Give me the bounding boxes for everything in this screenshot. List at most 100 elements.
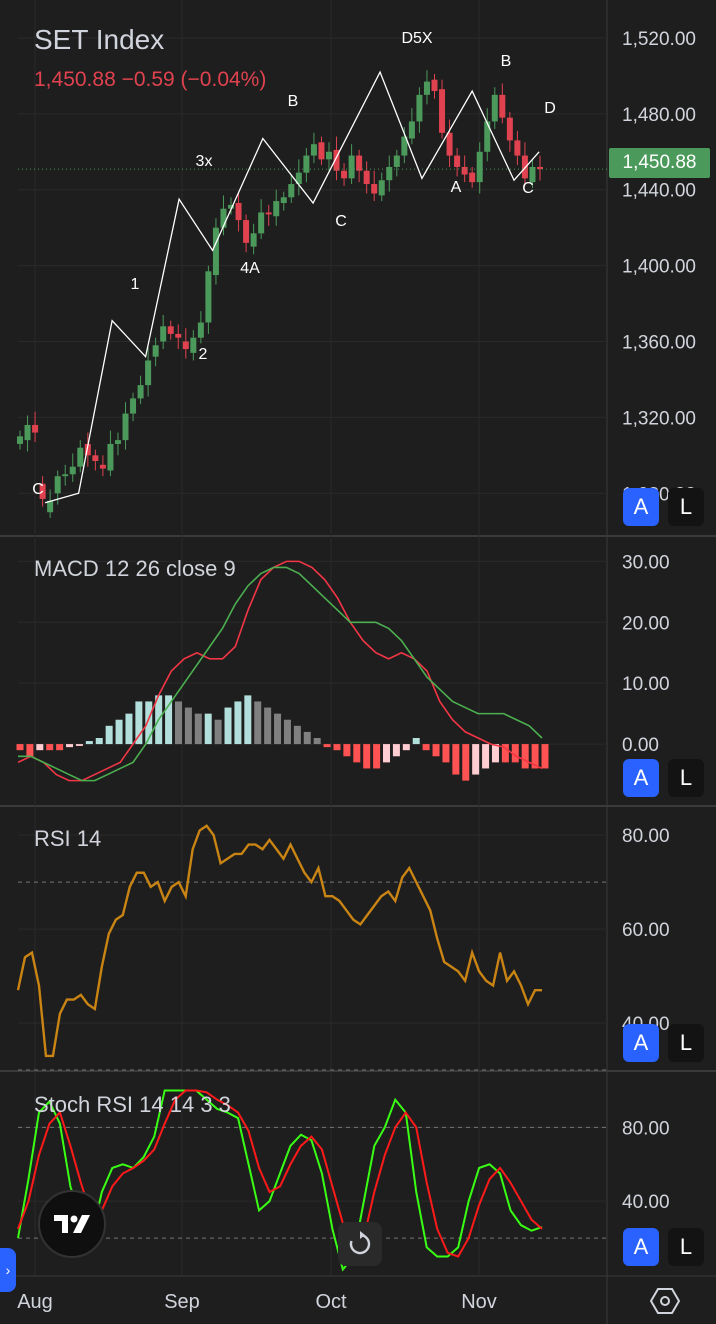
price-axis-label: 1,360.00 xyxy=(622,332,696,353)
time-axis-label: Oct xyxy=(315,1291,347,1313)
signal-line xyxy=(18,566,543,782)
candle-body xyxy=(182,341,189,350)
macd-histogram-bar xyxy=(402,744,410,751)
macd-axis-label: 30.00 xyxy=(622,552,670,573)
wave-label: C xyxy=(32,481,44,498)
macd-histogram-bar xyxy=(46,744,54,751)
macd-histogram-bar xyxy=(184,707,192,745)
candle-body xyxy=(491,94,498,122)
candle-body xyxy=(393,155,400,167)
macd-line xyxy=(17,560,543,782)
macd-histogram-bar xyxy=(254,701,262,745)
macd-axis-label: 20.00 xyxy=(622,613,670,634)
macd-histogram-bar xyxy=(244,695,252,745)
macd-histogram-bar xyxy=(383,744,391,763)
macd-histogram-bar xyxy=(26,744,34,757)
macd-histogram-bar xyxy=(264,707,272,745)
candle-body xyxy=(17,436,23,444)
tradingview-logo-icon[interactable] xyxy=(38,1190,106,1258)
macd-histogram-bar xyxy=(75,744,83,746)
wave-label: 1 xyxy=(131,276,140,293)
candle-body xyxy=(243,220,250,243)
wave-label: C xyxy=(335,213,347,230)
last-price-badge: 1,450.88 xyxy=(609,148,710,178)
rsi-title: RSI 14 xyxy=(34,826,102,851)
macd-histogram-bar xyxy=(373,744,381,769)
macd-histogram-bar xyxy=(16,744,24,751)
rsi-log-scale-button[interactable]: L xyxy=(668,1024,704,1062)
macd-log-scale-button[interactable]: L xyxy=(668,759,704,797)
wave-label: B xyxy=(501,53,512,70)
macd-histogram-bar xyxy=(125,713,133,745)
candle-body xyxy=(310,144,317,156)
macd-histogram-bar xyxy=(95,738,103,745)
chart-title: SET Index xyxy=(34,24,165,55)
price-auto-scale-button[interactable]: A xyxy=(623,488,659,526)
macd-histogram-bar xyxy=(343,744,351,757)
candle-body xyxy=(333,149,340,171)
candle-body xyxy=(220,208,227,228)
candle-body xyxy=(47,500,54,513)
candle-body xyxy=(228,204,235,209)
candle-body xyxy=(212,227,219,276)
macd-histogram-bar xyxy=(501,744,509,763)
wave-label: 3x xyxy=(196,153,213,170)
macd-auto-scale-button[interactable]: A xyxy=(623,759,659,797)
candle-body xyxy=(537,166,543,170)
candle-body xyxy=(416,94,423,122)
macd-histogram-bar xyxy=(293,725,301,745)
macd-histogram-bar xyxy=(452,744,460,775)
candle-body xyxy=(356,155,363,171)
candle-body xyxy=(24,424,31,441)
price-log-scale-button[interactable]: L xyxy=(668,488,704,526)
macd-histogram-bar xyxy=(323,744,331,748)
candle-body xyxy=(54,476,61,494)
macd-histogram-bar xyxy=(541,744,549,769)
stoch-d-line xyxy=(17,1089,543,1258)
stoch-auto-scale-button[interactable]: A xyxy=(623,1228,659,1266)
macd-histogram-bar xyxy=(363,744,371,769)
candle-body xyxy=(273,201,280,217)
candle-body xyxy=(371,184,378,194)
stoch-axis-label: 80.00 xyxy=(622,1118,670,1139)
time-axis-label: Nov xyxy=(461,1291,497,1313)
candle-body xyxy=(32,424,39,433)
chevron-right-icon[interactable]: › xyxy=(0,1248,16,1292)
candle-body xyxy=(235,202,242,221)
candle-body xyxy=(137,385,144,399)
price-quote: 1,450.88 −0.59 (−0.04%) xyxy=(34,68,267,91)
candle-body xyxy=(250,233,257,247)
macd-histogram-bar xyxy=(412,738,420,745)
candle-body xyxy=(107,443,114,471)
price-axis-label: 1,320.00 xyxy=(622,408,696,429)
candle-body xyxy=(92,455,99,462)
candle-body xyxy=(265,212,272,215)
candle-body xyxy=(69,466,76,475)
candle-body xyxy=(341,170,348,179)
candle-body xyxy=(363,170,370,185)
rsi-axis-label: 80.00 xyxy=(622,826,670,847)
price-axis-label: 1,480.00 xyxy=(622,105,696,126)
candle-body xyxy=(77,447,84,467)
time-axis-label: Sep xyxy=(164,1291,200,1313)
hexagon-settings-icon[interactable] xyxy=(648,1284,682,1318)
price-axis-label: 1,400.00 xyxy=(622,257,696,278)
candle-body xyxy=(408,121,415,139)
stoch-log-scale-button[interactable]: L xyxy=(668,1228,704,1266)
candle-body xyxy=(439,89,446,133)
candle-body xyxy=(62,474,69,477)
wave-label: B xyxy=(288,93,299,110)
candle-body xyxy=(348,155,355,179)
candle-body xyxy=(295,172,302,185)
wave-label: D xyxy=(544,100,556,117)
candle-body xyxy=(461,166,468,175)
macd-histogram-bar xyxy=(392,744,400,757)
macd-histogram-bar xyxy=(204,713,212,745)
stoch-rsi-title: Stoch RSI 14 14 3 3 xyxy=(34,1092,231,1117)
rsi-auto-scale-button[interactable]: A xyxy=(623,1024,659,1062)
wave-label: C xyxy=(522,180,534,197)
reset-arrow-icon[interactable] xyxy=(338,1222,382,1266)
candle-body xyxy=(145,360,152,386)
macd-histogram-bar xyxy=(491,744,499,763)
